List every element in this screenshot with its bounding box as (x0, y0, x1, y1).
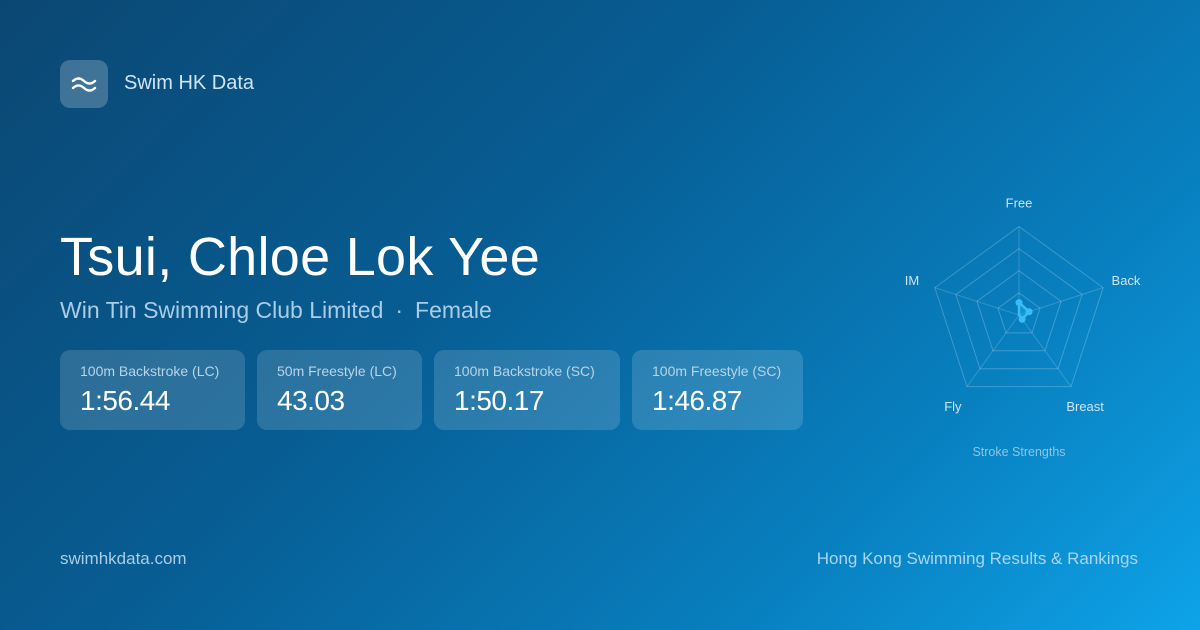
event-label: 50m Freestyle (LC) (277, 363, 397, 379)
athlete-subtitle: Win Tin Swimming Club Limited · Female (60, 297, 492, 324)
club-name: Win Tin Swimming Club Limited (60, 297, 384, 323)
axis-label-back: Back (1112, 273, 1141, 288)
event-time: 1:56.44 (80, 385, 170, 416)
waves-icon (71, 77, 97, 92)
gender: Female (415, 297, 492, 323)
axis-label-free: Free (1006, 196, 1033, 211)
grid-ring (976, 270, 1062, 352)
grid-spoke (1018, 314, 1072, 387)
event-time: 1:50.17 (454, 385, 544, 416)
best-times: 100m Backstroke (LC) 1:56.44 50m Freesty… (60, 350, 803, 430)
grid-spoke (934, 287, 1020, 316)
stroke-radar-chart: Free Back Breast Fly IM Stroke Strengths (905, 196, 1141, 460)
event-label: 100m Backstroke (LC) (80, 363, 220, 379)
data-point-back (1025, 308, 1033, 316)
grid-ring (955, 248, 1083, 370)
event-label: 100m Freestyle (SC) (652, 363, 782, 379)
footer-tagline: Hong Kong Swimming Results & Rankings (816, 549, 1138, 568)
brand-logo (60, 60, 108, 108)
best-time-card: 50m Freestyle (LC) 43.03 (257, 350, 422, 430)
best-time-card: 100m Freestyle (SC) 1:46.87 (632, 350, 803, 430)
event-time: 1:46.87 (652, 385, 742, 416)
grid-spoke (1018, 287, 1104, 316)
grid-ring (997, 292, 1041, 334)
brand-name: Swim HK Data (124, 72, 255, 94)
footer-url: swimhkdata.com (60, 549, 187, 568)
event-time: 43.03 (277, 385, 345, 416)
axis-label-im: IM (905, 273, 919, 288)
data-point-free (1015, 299, 1023, 307)
best-time-card: 100m Backstroke (LC) 1:56.44 (60, 350, 245, 430)
data-point-breast (1018, 315, 1026, 323)
grid-spoke (966, 314, 1020, 387)
best-time-card: 100m Backstroke (SC) 1:50.17 (434, 350, 620, 430)
separator: · (395, 297, 404, 323)
athlete-name: Tsui, Chloe Lok Yee (60, 227, 541, 287)
chart-title: Stroke Strengths (972, 445, 1065, 459)
event-label: 100m Backstroke (SC) (454, 363, 595, 379)
axis-label-fly: Fly (944, 399, 962, 414)
axis-label-breast: Breast (1066, 399, 1104, 414)
grid-ring (934, 225, 1104, 388)
